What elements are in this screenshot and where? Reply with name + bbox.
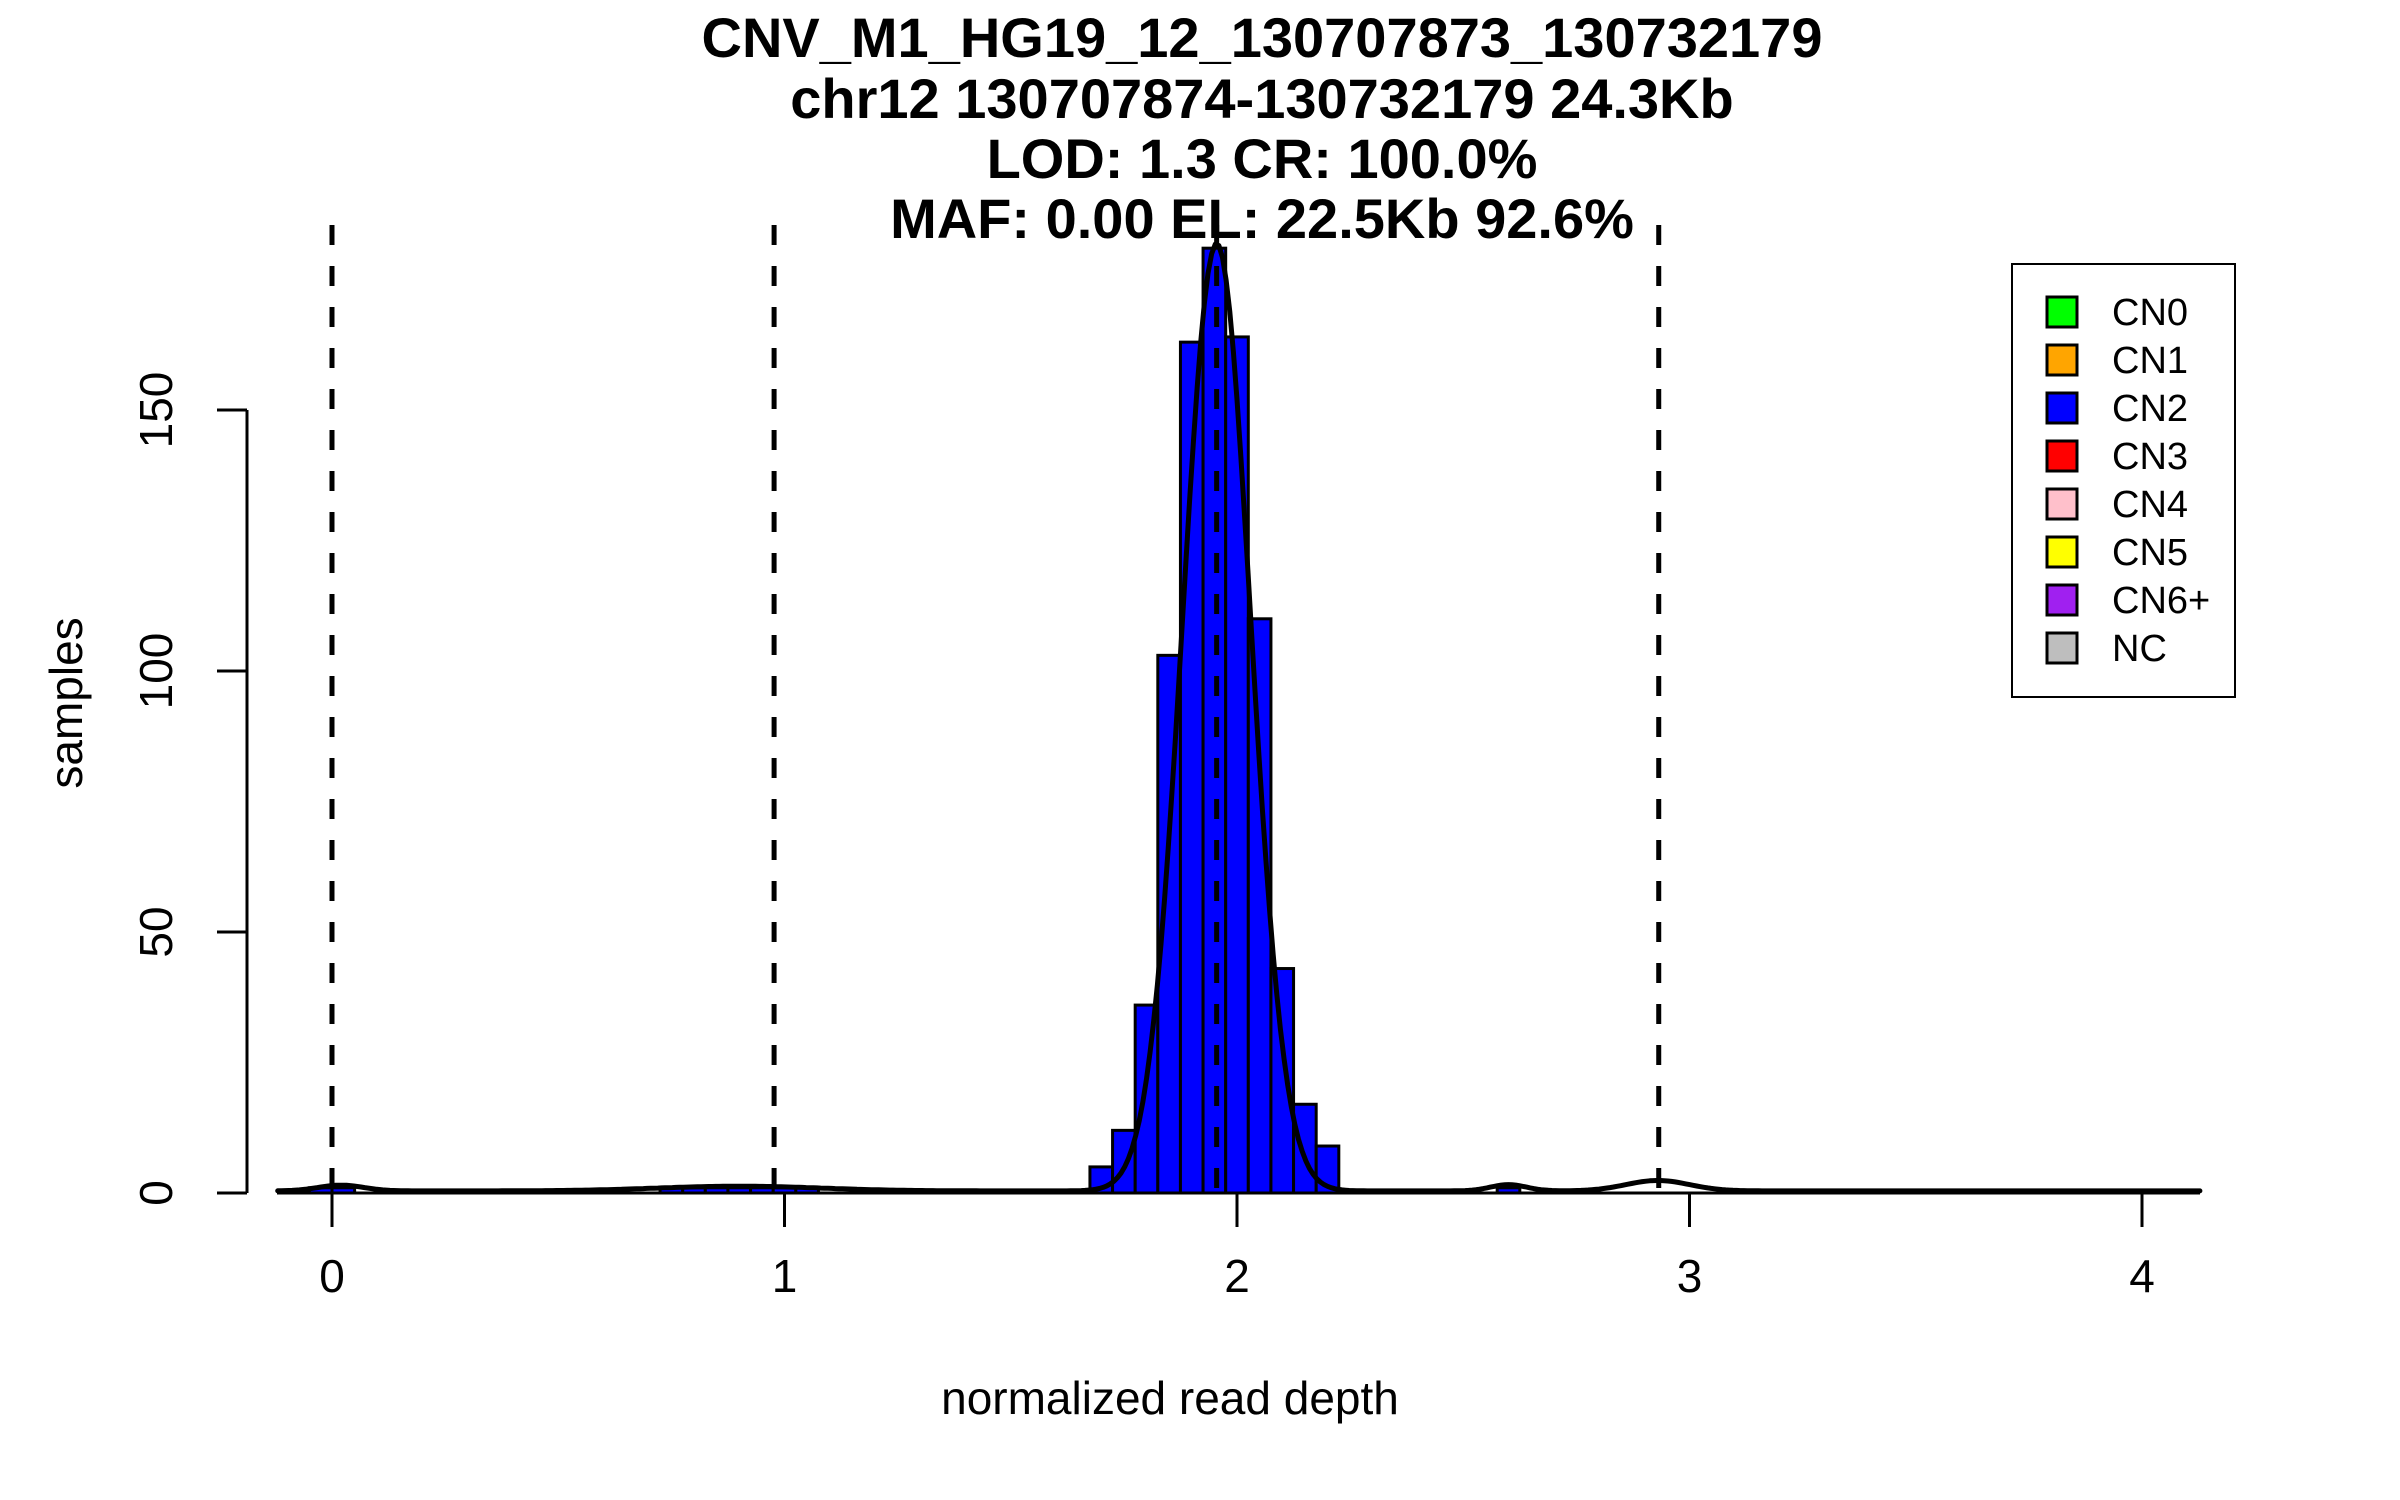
title-line-4: MAF: 0.00 EL: 22.5Kb 92.6%	[890, 187, 1634, 250]
legend: CN0 CN1 CN2 CN3 CN4 CN5 CN6+ NC	[2011, 263, 2236, 698]
dashed-guides-layer	[329, 225, 1662, 1193]
y-axis-tick-label: 0	[130, 1180, 182, 1206]
legend-box	[2011, 263, 2236, 698]
x-axis-tick-label: 1	[772, 1250, 798, 1302]
title-line-3: LOD: 1.3 CR: 100.0%	[987, 127, 1538, 190]
density-curve	[275, 241, 2203, 1194]
legend-swatch-CN4	[2045, 487, 2079, 521]
legend-swatch-CN5	[2045, 535, 2079, 569]
x-axis-tick-label: 0	[319, 1250, 345, 1302]
legend-swatch-CN0	[2045, 295, 2079, 329]
legend-swatch-CN1	[2045, 343, 2079, 377]
legend-swatch-CN6+	[2045, 583, 2079, 617]
legend-label-CN0: CN0	[2112, 292, 2188, 334]
x-axis-title: normalized read depth	[941, 1372, 1399, 1424]
legend-label-CN5: CN5	[2112, 532, 2188, 574]
legend-label-CN3: CN3	[2112, 436, 2188, 478]
chart-title: CNV_M1_HG19_12_130707873_130732179 chr12…	[702, 6, 1823, 250]
title-line-2: chr12 130707874-130732179 24.3Kb	[790, 67, 1733, 130]
histogram-bar	[1224, 335, 1250, 1195]
y-axis-tick-label: 150	[130, 372, 182, 449]
legend-label-NC: NC	[2112, 628, 2167, 670]
histogram-bar	[1269, 967, 1296, 1195]
legend-swatch-CN2	[2045, 391, 2079, 425]
histogram-bar	[1111, 1128, 1137, 1195]
legend-label-CN2: CN2	[2112, 388, 2188, 430]
legend-swatch-CN3	[2045, 439, 2079, 473]
y-axis-tick-label: 100	[130, 633, 182, 710]
y-axis-title: samples	[40, 617, 92, 788]
x-axis-tick-label: 4	[2129, 1250, 2155, 1302]
x-axis-tick-label: 2	[1224, 1250, 1250, 1302]
legend-swatch-NC	[2045, 631, 2079, 665]
legend-label-CN4: CN4	[2112, 484, 2188, 526]
title-line-1: CNV_M1_HG19_12_130707873_130732179	[702, 6, 1823, 69]
histogram-bars-layer	[307, 246, 1522, 1195]
legend-label-CN6+: CN6+	[2112, 580, 2210, 622]
axes-layer: 0 1 2 3 4 0 50 100 150	[130, 372, 2200, 1302]
y-axis-tick-label: 50	[130, 906, 182, 957]
x-axis-tick-label: 3	[1677, 1250, 1703, 1302]
legend-label-CN1: CN1	[2112, 340, 2188, 382]
histogram-bar	[1292, 1102, 1318, 1195]
